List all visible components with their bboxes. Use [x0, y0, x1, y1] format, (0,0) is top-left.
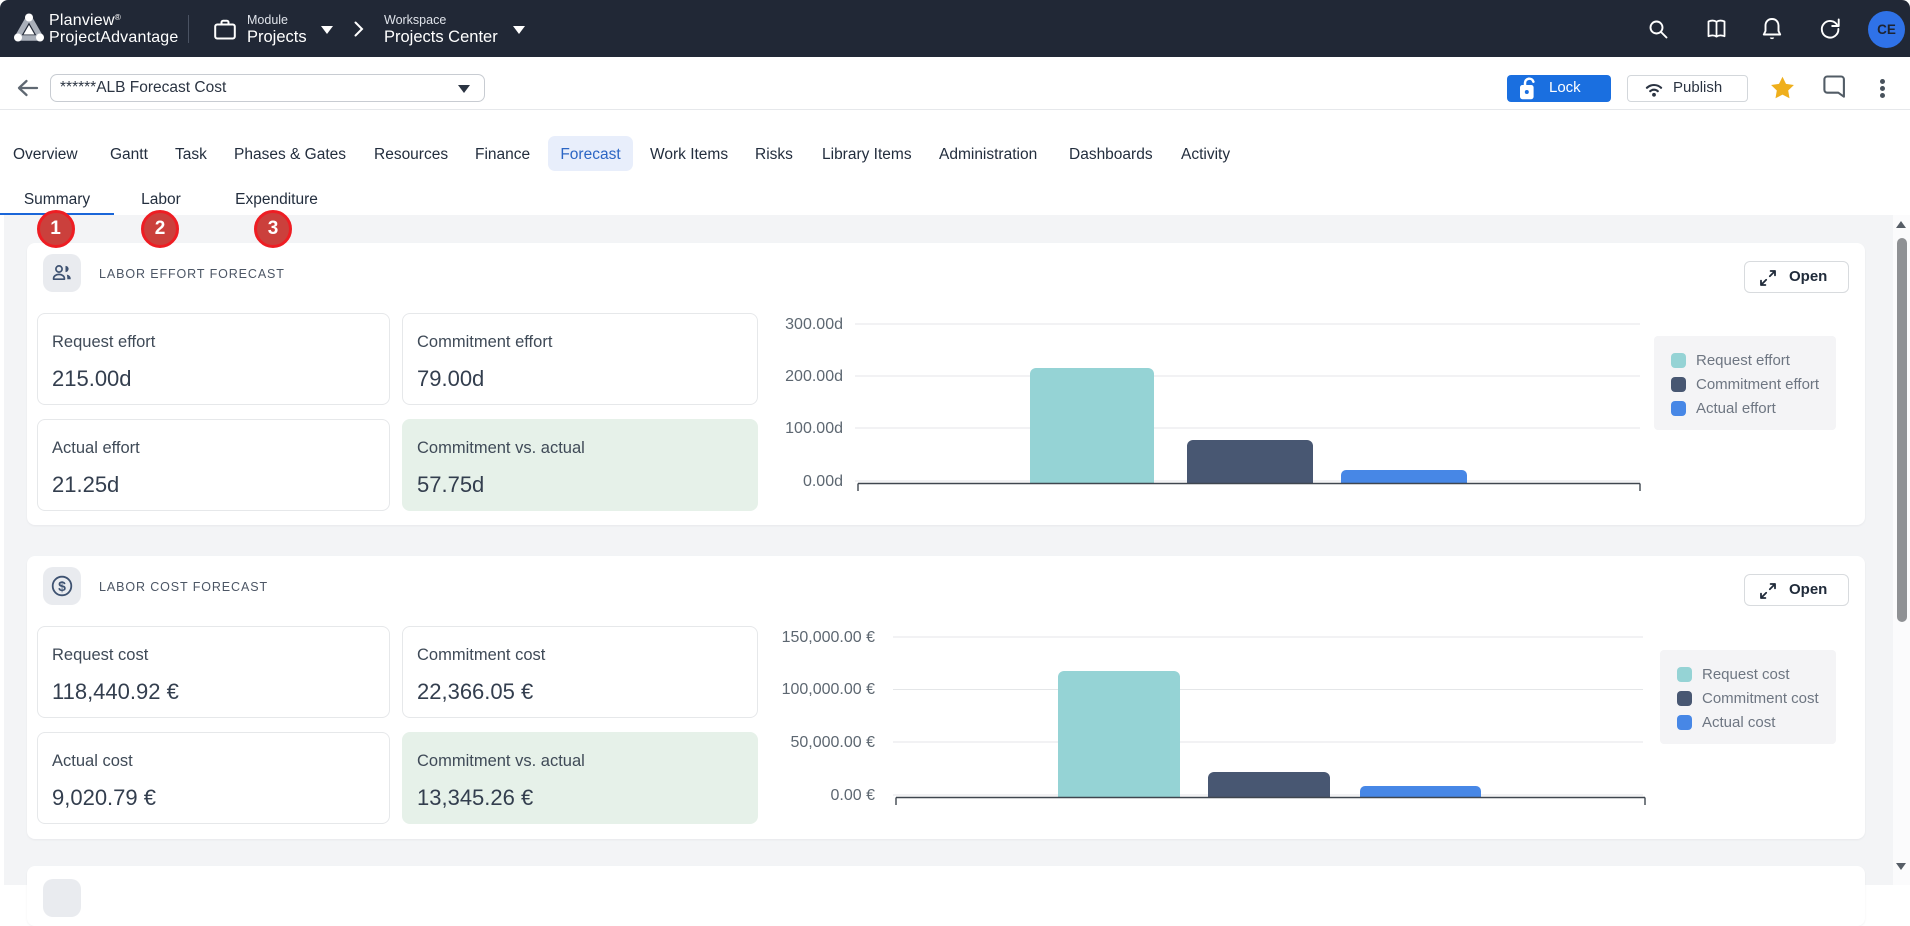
svg-text:0.00d: 0.00d: [803, 473, 843, 490]
svg-text:100,000.00 €: 100,000.00 €: [782, 681, 876, 698]
svg-text:150,000.00 €: 150,000.00 €: [782, 629, 876, 646]
svg-text:100.00d: 100.00d: [785, 420, 843, 437]
svg-text:$: $: [58, 578, 66, 594]
svg-text:50,000.00 €: 50,000.00 €: [790, 734, 875, 751]
svg-text:0.00 €: 0.00 €: [831, 787, 876, 804]
svg-text:200.00d: 200.00d: [785, 368, 843, 385]
svg-text:300.00d: 300.00d: [785, 316, 843, 333]
